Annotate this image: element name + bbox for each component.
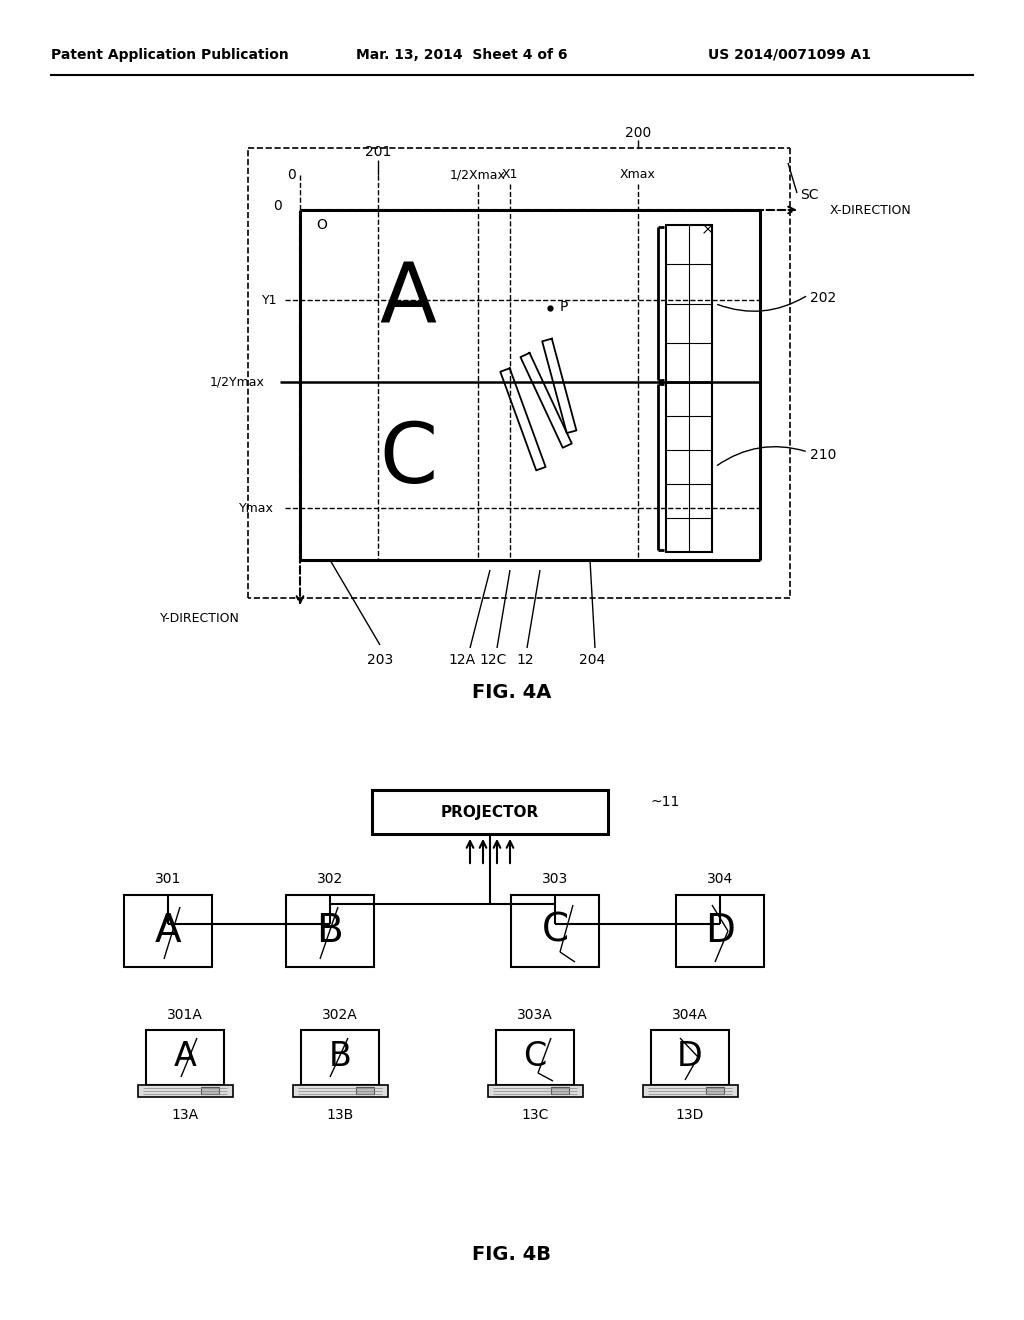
Text: B: B [329,1040,351,1073]
Text: ~11: ~11 [650,795,679,809]
Text: Patent Application Publication: Patent Application Publication [51,48,289,62]
Text: 13C: 13C [521,1107,549,1122]
Bar [511,895,599,968]
Text: Y-DIRECTION: Y-DIRECTION [160,611,240,624]
Text: A: A [380,260,436,341]
Bar [706,1086,724,1094]
Bar [551,1086,569,1094]
Bar [676,895,764,968]
Text: D: D [706,912,735,950]
Text: 303A: 303A [517,1008,553,1022]
Text: 200: 200 [625,125,651,140]
Text: PROJECTOR: PROJECTOR [441,804,539,820]
Bar [138,1085,233,1097]
Text: FIG. 4A: FIG. 4A [472,682,552,701]
Text: D: D [677,1040,702,1073]
Text: 301A: 301A [167,1008,203,1022]
Text: A: A [173,1040,197,1073]
Text: SC: SC [800,187,818,202]
Text: 12: 12 [516,653,534,667]
Bar [301,1030,379,1085]
Text: B: B [316,912,343,950]
Text: 0: 0 [288,168,296,182]
Text: C: C [542,912,568,950]
Text: A: A [155,912,181,950]
Bar [496,1030,574,1085]
Text: Ymax: Ymax [240,502,274,515]
Bar [293,1085,388,1097]
Text: 13A: 13A [171,1107,199,1122]
Text: O: O [316,218,328,232]
Text: C: C [379,420,437,500]
Text: Y1: Y1 [261,293,278,306]
Bar [372,789,608,834]
Text: 204: 204 [579,653,605,667]
Text: 210: 210 [810,447,837,462]
Bar [286,895,374,968]
Bar [488,1085,583,1097]
Text: Xmax: Xmax [621,169,656,181]
Bar [651,1030,729,1085]
Text: 0: 0 [273,199,282,213]
Text: 13B: 13B [327,1107,353,1122]
Text: FIG. 4B: FIG. 4B [472,1246,552,1265]
Text: 301: 301 [155,873,181,886]
Text: X1: X1 [502,169,518,181]
Bar [643,1085,738,1097]
Text: 13D: 13D [676,1107,705,1122]
Text: 302A: 302A [323,1008,357,1022]
Text: 302: 302 [316,873,343,886]
Text: 202: 202 [810,290,837,305]
Text: US 2014/0071099 A1: US 2014/0071099 A1 [709,48,871,62]
Bar [124,895,212,968]
Text: C: C [523,1040,547,1073]
Bar [201,1086,219,1094]
Text: 12C: 12C [479,653,507,667]
Text: 1/2Ymax: 1/2Ymax [210,375,265,388]
Bar [146,1030,224,1085]
Text: 1/2Xmax: 1/2Xmax [451,169,506,181]
Text: P: P [560,300,568,314]
Text: 304: 304 [707,873,733,886]
Text: Mar. 13, 2014  Sheet 4 of 6: Mar. 13, 2014 Sheet 4 of 6 [356,48,567,62]
Bar [356,1086,374,1094]
Text: X-DIRECTION: X-DIRECTION [830,203,911,216]
Text: 303: 303 [542,873,568,886]
Text: 12A: 12A [449,653,475,667]
Text: 304A: 304A [672,1008,708,1022]
Bar [666,224,712,552]
Text: 203: 203 [367,653,393,667]
Text: 201: 201 [365,145,391,158]
